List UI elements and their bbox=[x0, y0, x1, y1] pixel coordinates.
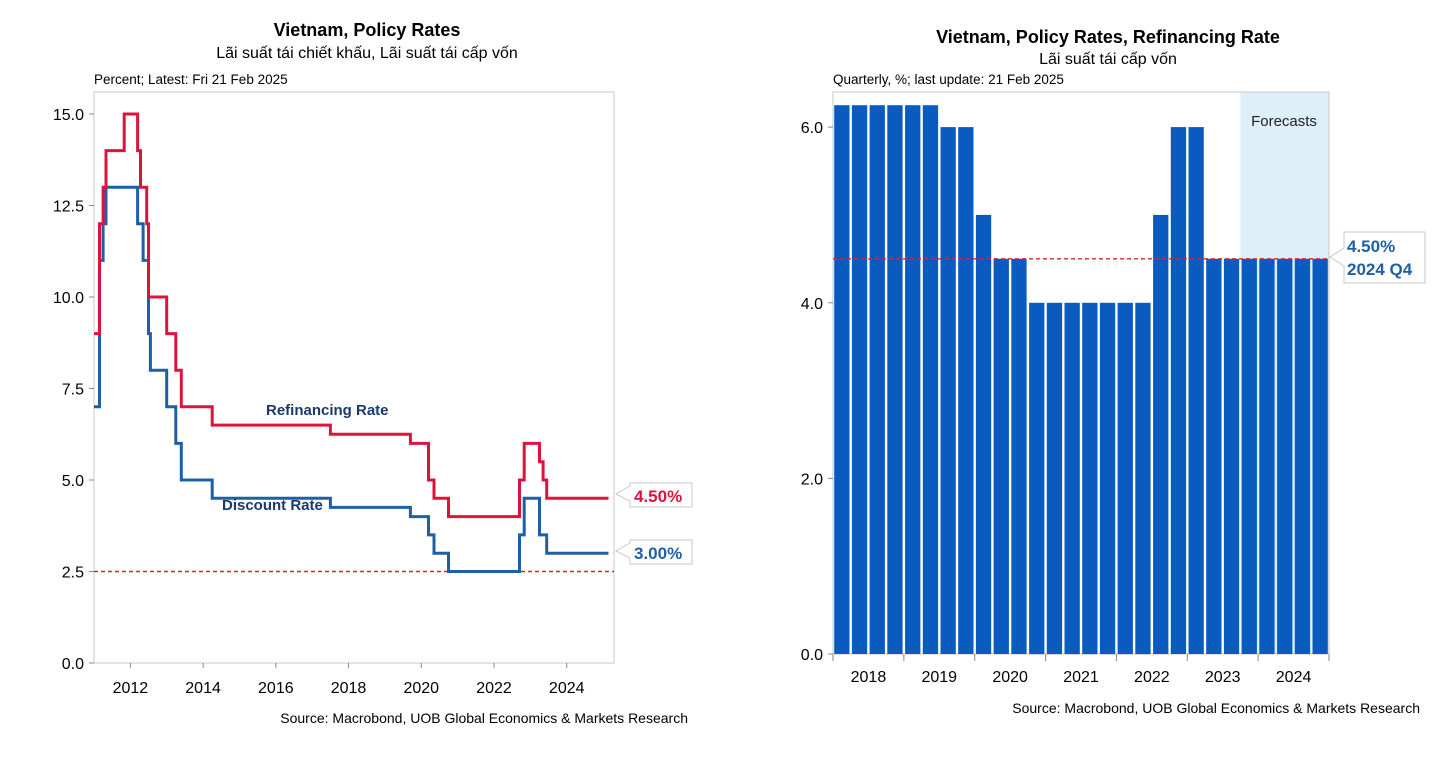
y-tick-label: 2.0 bbox=[801, 471, 823, 488]
x-tick-label: 2020 bbox=[992, 669, 1028, 686]
x-tick-label: 2012 bbox=[113, 680, 149, 697]
refinancing-rate-label: Refinancing Rate bbox=[266, 402, 389, 419]
y-tick-label: 4.0 bbox=[801, 296, 823, 313]
right-plot-frame bbox=[832, 91, 1330, 655]
refinancing-callout-box bbox=[614, 482, 693, 508]
right-x-axis: 2018 2019 2020 2021 2022 2023 2024 bbox=[832, 654, 1330, 686]
refinancing-callout-value: 4.50% bbox=[634, 487, 682, 506]
x-tick-label: 2022 bbox=[476, 680, 512, 697]
y-tick-label: 12.5 bbox=[53, 198, 84, 215]
bar bbox=[958, 127, 974, 655]
bar bbox=[1135, 302, 1151, 655]
left-chart-note: Percent; Latest: Fri 21 Feb 2025 bbox=[94, 72, 288, 87]
bar bbox=[851, 105, 868, 654]
x-tick-label: 2024 bbox=[1276, 669, 1312, 686]
refinancing-rate-line bbox=[94, 112, 609, 519]
y-tick-label: 0.0 bbox=[801, 647, 823, 664]
bar-series bbox=[834, 105, 1328, 655]
x-tick-label: 2019 bbox=[921, 669, 957, 686]
right-chart-source: Source: Macrobond, UOB Global Economics … bbox=[1012, 700, 1420, 716]
bar bbox=[1259, 258, 1275, 654]
y-tick-label: 15.0 bbox=[53, 107, 84, 124]
bar bbox=[1170, 127, 1187, 655]
bar bbox=[1153, 214, 1169, 654]
right-y-axis: 0.0 2.0 4.0 6.0 bbox=[801, 120, 833, 664]
discount-value-callout: 3.00% bbox=[614, 539, 693, 565]
x-tick-label: 2023 bbox=[1205, 669, 1241, 686]
right-chart-title: Vietnam, Policy Rates, Refinancing Rate bbox=[936, 27, 1280, 47]
y-tick-label: 7.5 bbox=[62, 381, 84, 398]
bar bbox=[1206, 258, 1222, 654]
bar bbox=[1099, 302, 1116, 655]
right-chart-subtitle: Lãi suất tái cấp vốn bbox=[1039, 51, 1177, 68]
bar bbox=[993, 258, 1009, 654]
left-x-axis: 2012 2014 2016 2018 2020 2022 2024 bbox=[113, 663, 585, 697]
x-tick-label: 2016 bbox=[258, 680, 294, 697]
bar bbox=[1117, 302, 1133, 655]
bar bbox=[1188, 127, 1204, 655]
bar bbox=[1029, 302, 1045, 655]
x-tick-label: 2022 bbox=[1134, 669, 1170, 686]
bar bbox=[1294, 258, 1311, 654]
bar bbox=[834, 105, 850, 654]
bar bbox=[905, 105, 921, 654]
left-y-axis: 0.0 2.5 5.0 7.5 10.0 12.5 15.0 bbox=[53, 107, 94, 673]
y-tick-label: 5.0 bbox=[62, 473, 84, 490]
policy-rates-chart: Vietnam, Policy Rates Lãi suất tái chiết… bbox=[53, 20, 693, 726]
y-tick-label: 10.0 bbox=[53, 290, 84, 307]
bar bbox=[922, 105, 939, 654]
bar-callout-value: 4.50% bbox=[1347, 237, 1395, 256]
left-chart-title: Vietnam, Policy Rates bbox=[274, 20, 461, 40]
y-tick-label: 2.5 bbox=[62, 564, 84, 581]
y-tick-label: 0.0 bbox=[62, 656, 84, 673]
bar bbox=[1046, 302, 1063, 655]
bar bbox=[1312, 258, 1328, 654]
forecast-label: Forecasts bbox=[1251, 113, 1317, 130]
bar bbox=[869, 105, 885, 654]
refinancing-rate-bar-chart: Vietnam, Policy Rates, Refinancing Rate … bbox=[801, 27, 1426, 716]
bar bbox=[975, 214, 992, 654]
bar bbox=[1064, 302, 1080, 655]
refinancing-value-callout: 4.50% bbox=[614, 482, 693, 508]
x-tick-label: 2024 bbox=[549, 680, 585, 697]
bar bbox=[1011, 258, 1027, 654]
discount-rate-line bbox=[94, 185, 609, 573]
right-chart-note: Quarterly, %; last update: 21 Feb 2025 bbox=[833, 72, 1064, 87]
bar-callout-period: 2024 Q4 bbox=[1347, 260, 1413, 279]
bar bbox=[1241, 258, 1257, 654]
discount-rate-label: Discount Rate bbox=[222, 497, 323, 514]
bar bbox=[940, 127, 956, 655]
y-tick-label: 6.0 bbox=[801, 120, 823, 137]
left-plot-frame bbox=[93, 91, 615, 664]
discount-callout-box bbox=[614, 539, 693, 565]
bar bbox=[887, 105, 903, 654]
left-chart-subtitle: Lãi suất tái chiết khấu, Lãi suất tái cấ… bbox=[216, 45, 518, 62]
x-tick-label: 2018 bbox=[331, 680, 367, 697]
bar bbox=[1277, 258, 1293, 654]
bar bbox=[1223, 258, 1240, 654]
x-tick-label: 2020 bbox=[403, 680, 439, 697]
bar-callout-box bbox=[1329, 231, 1426, 284]
left-chart-source: Source: Macrobond, UOB Global Economics … bbox=[280, 710, 688, 726]
x-tick-label: 2014 bbox=[185, 680, 221, 697]
x-tick-label: 2018 bbox=[851, 669, 887, 686]
x-tick-label: 2021 bbox=[1063, 669, 1099, 686]
bar-value-callout: 4.50% 2024 Q4 bbox=[1329, 231, 1426, 284]
bar bbox=[1082, 302, 1098, 655]
discount-callout-value: 3.00% bbox=[634, 544, 682, 563]
